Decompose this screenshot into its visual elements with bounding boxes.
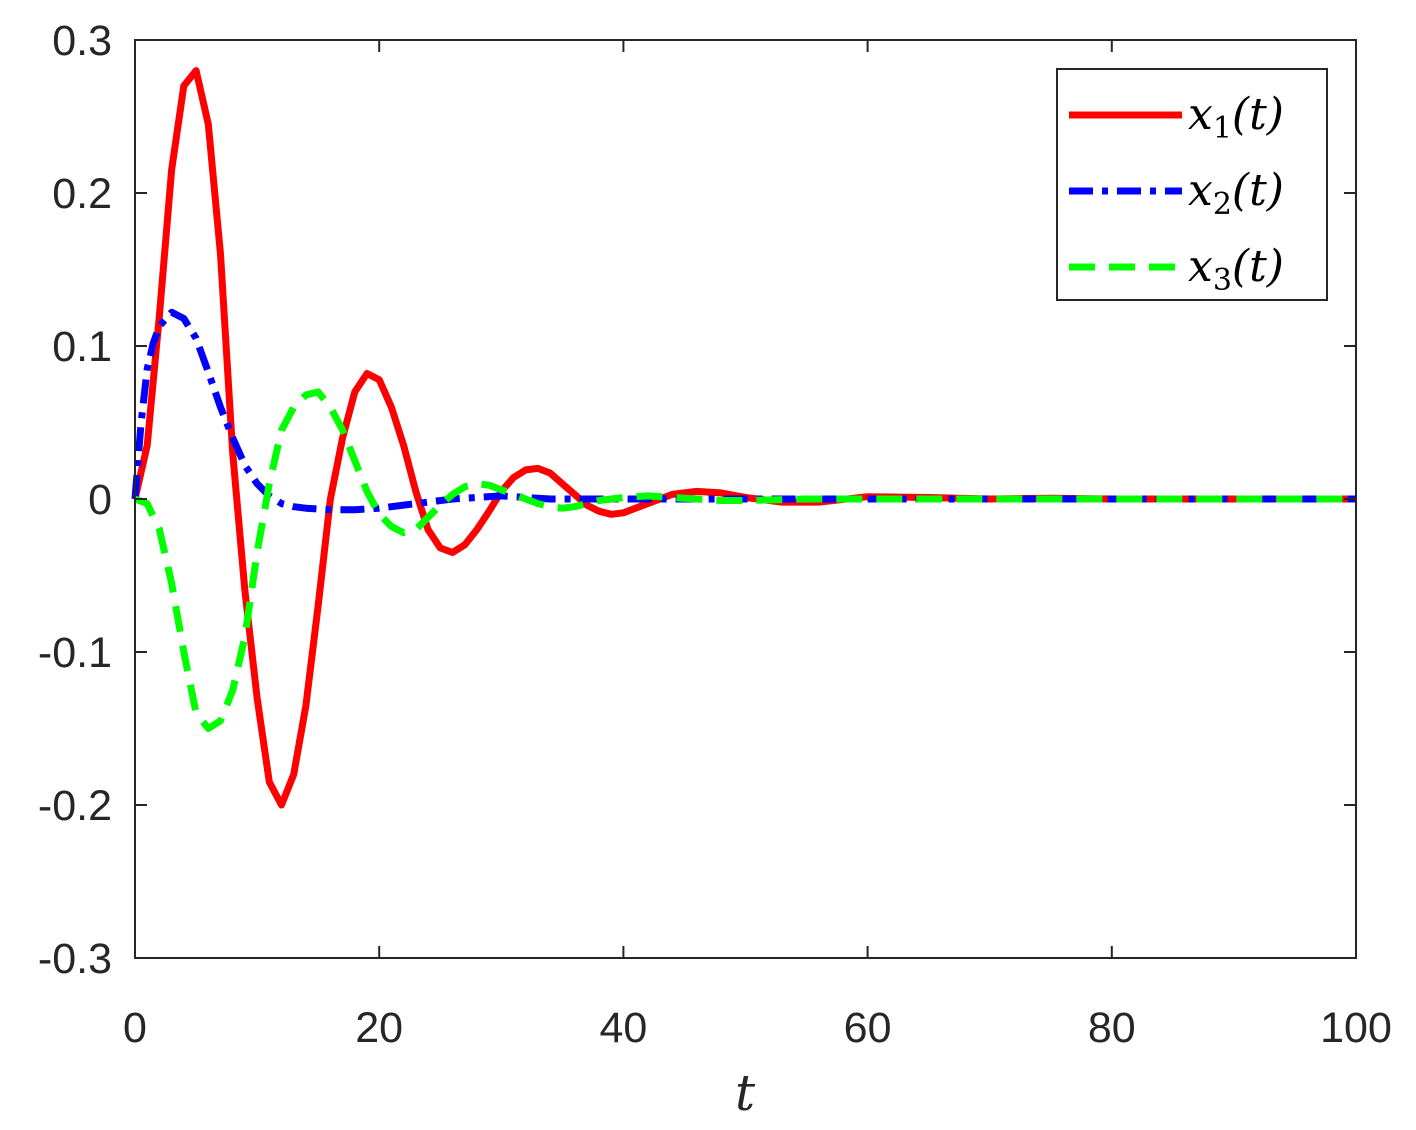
- x-tick-label: 40: [599, 1004, 647, 1052]
- y-tick-label: -0.3: [38, 935, 112, 983]
- x-tick-label: 80: [1088, 1004, 1136, 1052]
- legend-label-3: x3(t): [1188, 241, 1284, 298]
- legend-label-1: x1(t): [1188, 89, 1284, 146]
- y-tick-label: 0.3: [52, 17, 112, 65]
- x-tick-label: 60: [844, 1004, 892, 1052]
- x-tick-label: 100: [1320, 1004, 1392, 1052]
- axes-box: [134, 39, 1357, 959]
- x-axis-label: t: [735, 1064, 756, 1122]
- series-layer: [131, 67, 1356, 809]
- legend-label-2: x2(t): [1188, 165, 1284, 222]
- y-tick-label: -0.1: [38, 629, 112, 677]
- legend-box: [1056, 68, 1328, 301]
- y-tick-label: 0.1: [52, 323, 112, 371]
- x-tick-label: 20: [355, 1004, 403, 1052]
- y-tick-label: 0.2: [52, 170, 112, 218]
- tick-layer: [134, 39, 1357, 959]
- legend: x1(t) x2(t) x3(t): [1056, 68, 1328, 301]
- series-line-3: [133, 388, 1356, 732]
- tick-label-layer: 0 20 40 60 80 100 -0.3 -0.2 -0.1 0 0.1 0.2 0.3: [38, 17, 1392, 1052]
- y-tick-label: 0: [88, 476, 112, 524]
- x-tick-label: 0: [123, 1004, 147, 1052]
- y-tick-label: -0.2: [38, 782, 112, 830]
